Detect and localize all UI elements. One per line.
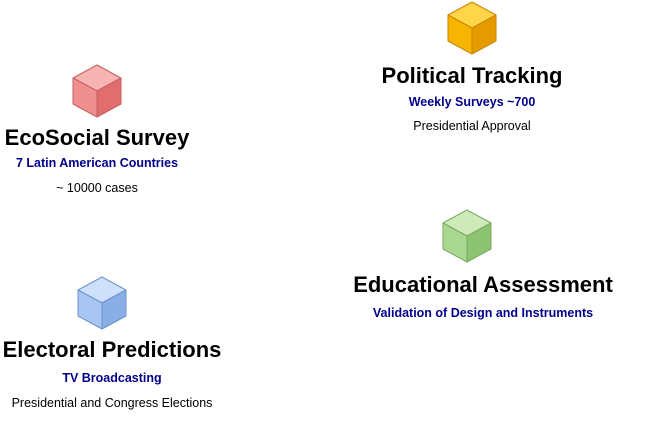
political-tracking-card: Political Tracking Weekly Surveys ~700 P… <box>372 0 572 134</box>
card-subtitle: TV Broadcasting <box>62 371 162 385</box>
card-subtitle: Validation of Design and Instruments <box>372 306 594 320</box>
card-subtitle: Weekly Surveys ~700 <box>408 95 536 109</box>
cube-icon <box>442 209 492 263</box>
card-detail: ~ 10000 cases <box>56 181 138 195</box>
electoral-predictions-card: Electoral Predictions TV Broadcasting Pr… <box>0 275 224 411</box>
card-title: EcoSocial Survey <box>4 125 190 150</box>
card-title: Electoral Predictions <box>2 337 222 362</box>
cube-icon <box>447 1 497 55</box>
ecosocial-survey-card: EcoSocial Survey 7 Latin American Countr… <box>0 63 194 196</box>
card-title: Political Tracking <box>381 63 563 88</box>
card-detail: Presidential Approval <box>413 119 531 133</box>
cube-icon <box>72 64 122 118</box>
card-subtitle: 7 Latin American Countries <box>15 156 179 170</box>
card-title: Educational Assessment <box>353 272 613 297</box>
card-detail: Presidential and Congress Elections <box>11 396 213 410</box>
cube-icon <box>77 276 127 330</box>
educational-assessment-card: Educational Assessment Validation of Des… <box>346 208 620 321</box>
